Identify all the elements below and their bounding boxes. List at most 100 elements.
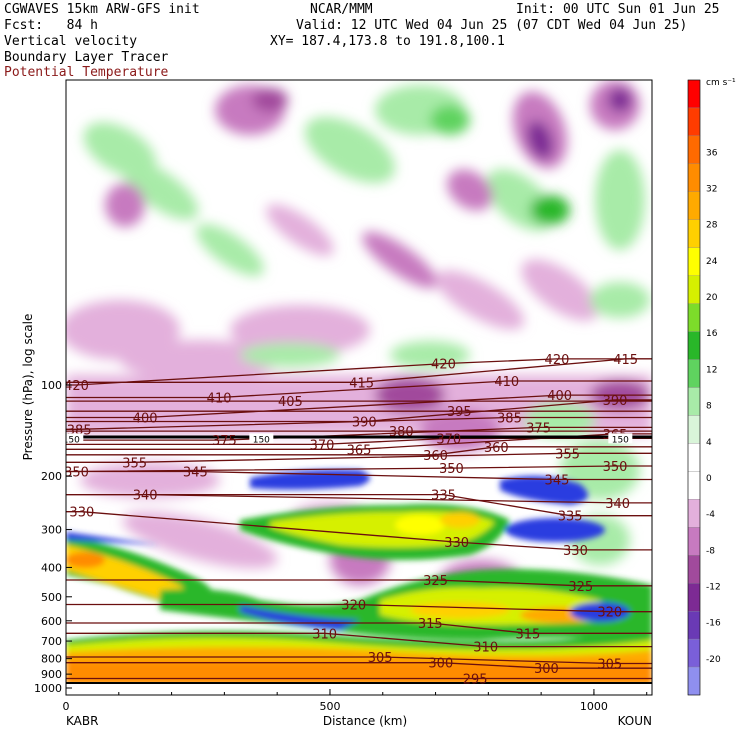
theta-label: 310 xyxy=(473,641,498,656)
colorbar-tick-label: 32 xyxy=(706,185,717,195)
vertical-velocity-field: 420 410 405 415 420 410 420 415 400 390 395 400 390 3… xyxy=(64,80,652,695)
isentrope-400 xyxy=(66,394,652,419)
isentrope-320 xyxy=(66,603,652,613)
y-axis-label: Pressure (hPa), log scale xyxy=(21,314,35,461)
theta-label: 305 xyxy=(597,657,622,672)
x-tick-label: 1000 xyxy=(580,700,608,713)
theta-label: 325 xyxy=(423,574,448,589)
isentrope-385 xyxy=(66,416,652,430)
colorbar-swatch xyxy=(687,191,701,220)
colorbar-tick-label: -12 xyxy=(706,582,721,592)
theta-label: 355 xyxy=(555,447,580,462)
tropopause-label-bg xyxy=(608,433,633,444)
theta-label: 400 xyxy=(547,389,572,404)
x-axis-ticks: 0 500 1000 xyxy=(63,689,648,713)
colorbar-swatch xyxy=(687,387,701,416)
y-tick-label: 200 xyxy=(41,470,62,483)
xy-coordinates: XY= 187.4,173.8 to 191.8,100.1 xyxy=(270,34,505,49)
colorbar-swatch xyxy=(687,583,701,612)
theta-label: 420 xyxy=(545,353,570,368)
potential-temperature-labels: 420 410 405 415 420 410 420 415 400 390 395 400 390 3… xyxy=(64,353,638,688)
x-tick-label: 500 xyxy=(319,700,340,713)
colorbar-swatch xyxy=(687,610,701,640)
right-station-label: KOUN xyxy=(618,714,652,728)
y-tick-label: 900 xyxy=(41,668,62,681)
colorbar-swatch xyxy=(687,555,701,584)
theta-label: 420 xyxy=(431,358,456,373)
theta-label: 340 xyxy=(133,489,158,504)
colorbar-units: cm s⁻¹ xyxy=(706,78,736,88)
theta-label: 360 xyxy=(484,441,509,456)
theta-label: 335 xyxy=(558,510,583,525)
colorbar-swatch xyxy=(687,163,701,192)
theta-label: 310 xyxy=(312,627,337,642)
colorbar-swatch xyxy=(687,135,701,165)
colorbar-tick-label: 20 xyxy=(706,293,718,303)
tropopause-label: 150 xyxy=(612,435,629,445)
theta-label: 350 xyxy=(64,466,89,481)
field-label-vertical-velocity: Vertical velocity xyxy=(4,34,138,49)
isentrope-305 xyxy=(66,656,652,665)
y-tick-label: 1000 xyxy=(34,682,62,695)
theta-label: 315 xyxy=(418,617,443,632)
colorbar-tick-label: 0 xyxy=(706,474,712,484)
colorbar-swatch xyxy=(687,499,701,528)
colorbar-swatch xyxy=(687,275,701,304)
theta-label: 395 xyxy=(447,405,472,420)
y-tick-label: 800 xyxy=(41,653,62,666)
colorbar-tick-label: 24 xyxy=(706,257,718,267)
theta-label: 375 xyxy=(526,421,551,436)
colorbar-swatch xyxy=(687,79,701,109)
theta-label: 305 xyxy=(368,651,393,666)
theta-label: 415 xyxy=(349,376,374,391)
theta-label: 315 xyxy=(516,627,541,642)
colorbar-swatch xyxy=(687,359,701,388)
org-label: NCAR/MMM xyxy=(310,2,373,17)
theta-label: 370 xyxy=(310,438,335,453)
theta-label: 300 xyxy=(428,657,453,672)
colorbar-tick-label: 28 xyxy=(706,221,718,231)
colorbar-tick-label: 36 xyxy=(706,148,718,158)
isentrope-335 xyxy=(66,493,652,517)
isentrope-375 xyxy=(66,426,652,441)
colorbar-tick-label: 16 xyxy=(706,329,718,339)
theta-label: 325 xyxy=(568,580,593,595)
isentrope-310 xyxy=(66,632,652,648)
theta-label: 410 xyxy=(207,392,232,407)
y-tick-label: 700 xyxy=(41,635,62,648)
isentrope-410 xyxy=(66,380,652,399)
colorbar-swatch xyxy=(687,527,701,556)
potential-temperature-lines xyxy=(66,358,652,680)
isentrope-350 xyxy=(66,465,652,473)
theta-label: 375 xyxy=(212,434,237,449)
isentrope-330 xyxy=(66,511,652,551)
valid-time: Valid: 12 UTC Wed 04 Jun 25 (07 CDT Wed … xyxy=(296,18,688,33)
theta-label: 320 xyxy=(341,598,366,613)
theta-label: 345 xyxy=(183,466,208,481)
theta-label: 345 xyxy=(545,473,570,488)
theta-label: 335 xyxy=(431,489,456,504)
isentrope-420 xyxy=(66,358,652,386)
y-tick-label: 400 xyxy=(41,561,62,574)
isentrope-325 xyxy=(66,579,652,587)
left-station-label: KABR xyxy=(66,714,98,728)
colorbar-tick-label: -16 xyxy=(706,619,721,629)
tropopause-label: 150 xyxy=(253,435,270,445)
plot-frame xyxy=(65,79,653,696)
theta-label: 295 xyxy=(463,672,488,687)
model-title: CGWAVES 15km ARW-GFS init xyxy=(4,2,200,17)
y-tick-label: 500 xyxy=(41,591,62,604)
tropopause-label-bg xyxy=(66,433,84,444)
theta-label: 380 xyxy=(389,425,414,440)
colorbar-tick-label: 4 xyxy=(706,438,712,448)
colorbar-swatch xyxy=(687,443,701,472)
colorbar-swatch xyxy=(687,471,701,500)
x-axis-label: Distance (km) xyxy=(323,714,407,728)
field-label-boundary-tracer: Boundary Layer Tracer xyxy=(4,50,169,65)
colorbar-frame xyxy=(687,79,701,696)
theta-label: 410 xyxy=(494,375,519,390)
theta-label: 350 xyxy=(439,462,464,477)
isentrope-360 xyxy=(66,446,652,456)
colorbar-swatch xyxy=(687,638,701,668)
